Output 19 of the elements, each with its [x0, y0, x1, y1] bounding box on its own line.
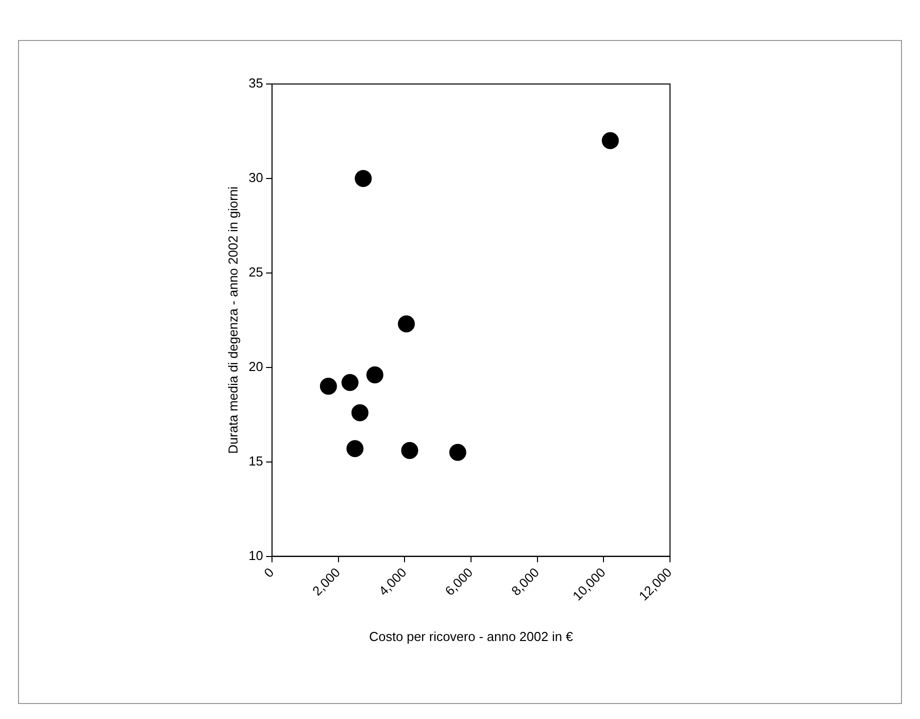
point [341, 374, 358, 391]
point [320, 378, 337, 395]
y-tick-label: 15 [248, 453, 264, 468]
y-tick-label: 25 [248, 264, 264, 280]
y-tick-label: 10 [248, 548, 264, 563]
x-axis-title: Costo per ricovero - anno 2002 in € [369, 628, 574, 644]
point [351, 404, 368, 422]
x-tick-label: 0 [260, 564, 277, 581]
y-axis-title: Durata media di degenza - anno 2002 in giorni [225, 186, 240, 454]
point [354, 170, 372, 187]
point [602, 132, 619, 150]
y-tick-label: 35 [248, 76, 264, 91]
point [346, 440, 364, 458]
y-tick-label: 20 [248, 358, 264, 374]
point [401, 442, 418, 459]
point [449, 444, 466, 461]
point [366, 366, 384, 384]
point [398, 315, 415, 332]
y-tick-label: 30 [248, 170, 264, 186]
